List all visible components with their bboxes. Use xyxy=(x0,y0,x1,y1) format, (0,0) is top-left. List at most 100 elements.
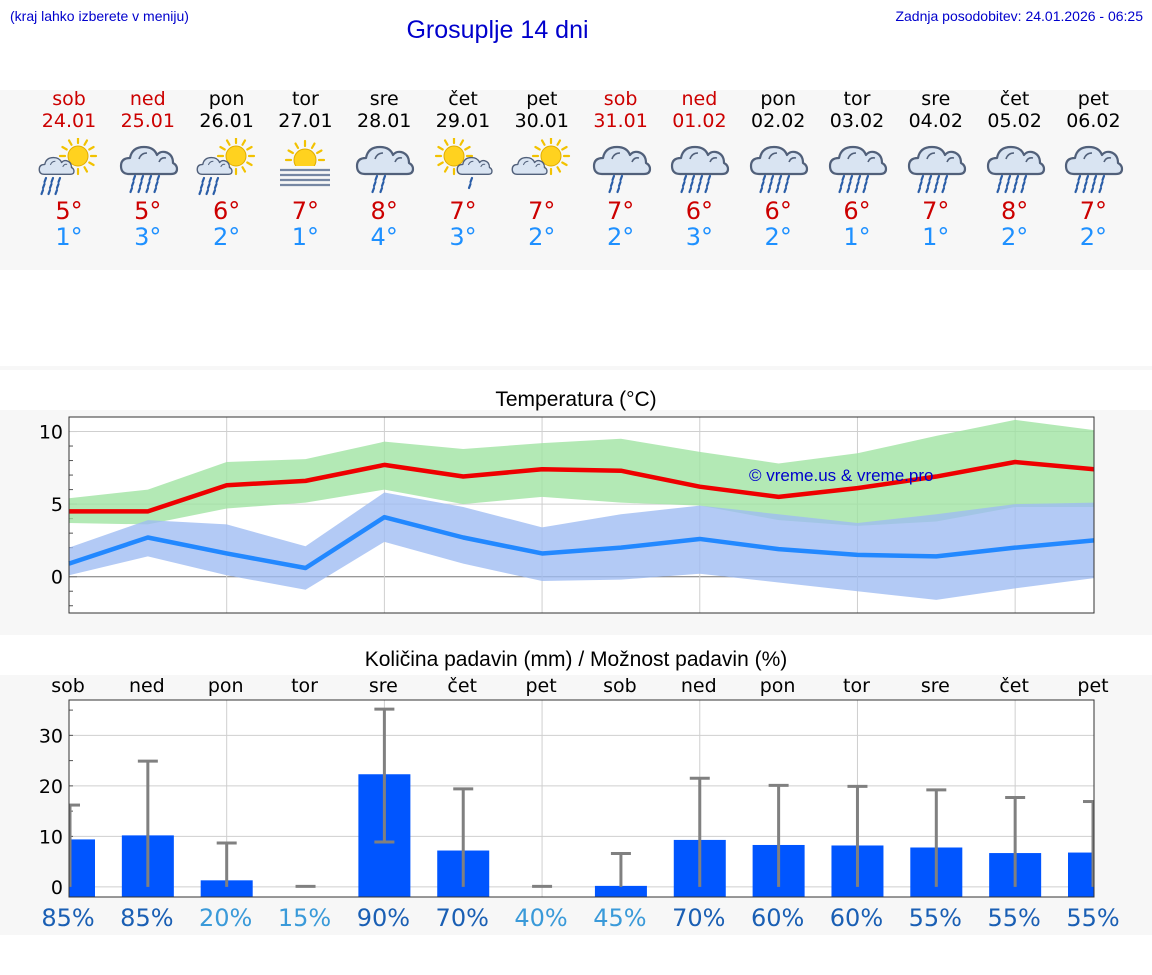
plot-border xyxy=(68,699,1095,898)
y-tick-label: 30 xyxy=(39,725,63,747)
precip-probability: 70% xyxy=(672,904,725,932)
x-tick-label: sre xyxy=(369,675,398,697)
x-tick-label: sre xyxy=(921,675,950,697)
temp-max: 8° xyxy=(370,197,398,225)
tmax-line xyxy=(69,459,1095,514)
precip-probability: 70% xyxy=(436,904,489,932)
day-name: sre xyxy=(921,88,951,110)
day-name: tor xyxy=(291,88,319,110)
day-name: čet xyxy=(999,88,1030,110)
cloud-rain-icon xyxy=(119,145,178,194)
sun-fog-icon xyxy=(278,139,333,188)
temp-min: 3° xyxy=(449,223,477,251)
precip-probability: 90% xyxy=(357,904,410,932)
day-date: 05.02 xyxy=(987,110,1042,132)
plot-border xyxy=(68,416,1095,614)
region-menu-hint[interactable]: (kraj lahko izberete v meniju) xyxy=(10,8,189,24)
day-date: 06.02 xyxy=(1066,110,1121,132)
temp-min: 2° xyxy=(764,223,792,251)
precip-probability: 55% xyxy=(909,904,962,932)
day-name: sob xyxy=(603,88,638,110)
precipitation-chart: sob ned pon tor sre čet pet sob ned pon tor sre čet p… xyxy=(39,675,1120,932)
day-date: 01.02 xyxy=(672,110,727,132)
temp-min: 3° xyxy=(134,223,162,251)
precip-bar xyxy=(594,885,647,897)
cloud-light-rain-icon xyxy=(356,145,415,194)
temp-max: 8° xyxy=(1000,197,1029,225)
day-name: čet xyxy=(448,88,478,110)
day-name: tor xyxy=(843,88,871,110)
precip-bar xyxy=(1068,852,1094,897)
day-forecast: sre 04.02 7° 1° xyxy=(897,88,975,250)
day-date: 27.01 xyxy=(278,110,333,132)
temp-max: 7° xyxy=(1079,197,1108,225)
day-forecast: sob 31.01 7° 2° xyxy=(582,88,660,250)
day-forecast: ned 25.01 5° 3° xyxy=(109,88,187,250)
y-tick-label: 20 xyxy=(39,776,63,798)
precip-probability: 20% xyxy=(199,904,252,932)
temp-max: 6° xyxy=(212,197,241,225)
day-name: sre xyxy=(369,88,399,110)
cloud-light-rain-icon xyxy=(592,145,651,194)
day-date: 02.02 xyxy=(750,110,806,132)
y-tick-label: 0 xyxy=(51,567,63,589)
precip-probability: 15% xyxy=(278,904,331,932)
day-name: ned xyxy=(681,88,718,110)
cloud-rain-icon xyxy=(1065,145,1124,194)
y-tick-label: 5 xyxy=(51,494,63,516)
precip-probability: 55% xyxy=(1066,904,1119,932)
day-date: 29.01 xyxy=(435,110,491,132)
x-tick-label: čet xyxy=(999,675,1029,697)
temp-max: 5° xyxy=(55,197,83,225)
temp-min: 2° xyxy=(1000,223,1029,251)
temp-max: 6° xyxy=(843,197,871,225)
partly-sunny-rain-icon xyxy=(196,138,255,196)
day-date: 26.01 xyxy=(199,110,254,132)
temp-max: 5° xyxy=(134,197,162,225)
x-tick-label: ned xyxy=(129,675,165,697)
temp-min: 2° xyxy=(606,223,635,251)
daily-forecast-band xyxy=(0,90,1152,270)
temp-max: 7° xyxy=(449,197,477,225)
page-title: Grosuplje 14 dni xyxy=(406,16,589,44)
precip-probability: 60% xyxy=(751,904,804,932)
temp-max: 7° xyxy=(922,197,950,225)
cloud-rain-icon xyxy=(986,145,1045,194)
x-tick-label: pon xyxy=(760,675,796,697)
temperature-chart: 0 5 10 xyxy=(39,416,1095,614)
day-forecast: sre 28.01 8° 4° xyxy=(345,88,423,250)
day-forecast: pet 06.02 7° 2° xyxy=(1054,88,1132,250)
temp-min: 1° xyxy=(291,223,320,251)
x-tick-label: tor xyxy=(291,675,318,697)
cloud-rain-icon xyxy=(671,145,730,194)
day-date: 24.01 xyxy=(41,110,97,132)
temp-min: 1° xyxy=(55,223,83,251)
day-forecast: pet 30.01 7° 2° xyxy=(503,88,581,250)
temp-max: 7° xyxy=(606,197,635,225)
y-tick-label: 10 xyxy=(39,422,63,444)
day-date: 03.02 xyxy=(829,110,885,132)
x-tick-label: čet xyxy=(447,675,477,697)
temp-min: 1° xyxy=(922,223,950,251)
tmin-range-band xyxy=(69,492,1094,600)
day-name: sob xyxy=(52,88,86,110)
day-name: pet xyxy=(1077,88,1109,110)
tmax-range-band xyxy=(69,419,1094,526)
temp-min: 2° xyxy=(528,223,556,251)
separator xyxy=(0,366,1152,370)
day-date: 04.02 xyxy=(908,110,963,132)
day-forecast: ned 01.02 6° 3° xyxy=(660,88,738,250)
cloud-rain-icon xyxy=(907,145,966,194)
precip-probability: 85% xyxy=(120,904,173,932)
day-date: 31.01 xyxy=(593,110,648,132)
day-forecast: pon 26.01 6° 2° xyxy=(188,88,266,250)
day-name: pon xyxy=(208,88,245,110)
cloud-rain-icon xyxy=(750,145,809,194)
y-tick-label: 10 xyxy=(39,826,63,848)
temp-min: 2° xyxy=(1079,223,1108,251)
day-date: 25.01 xyxy=(120,110,175,132)
temp-max: 7° xyxy=(528,197,556,225)
partly-sunny-icon xyxy=(511,138,570,176)
day-forecast: sob 24.01 5° 1° xyxy=(30,88,108,250)
day-forecast: pon 02.02 6° 2° xyxy=(739,88,817,250)
